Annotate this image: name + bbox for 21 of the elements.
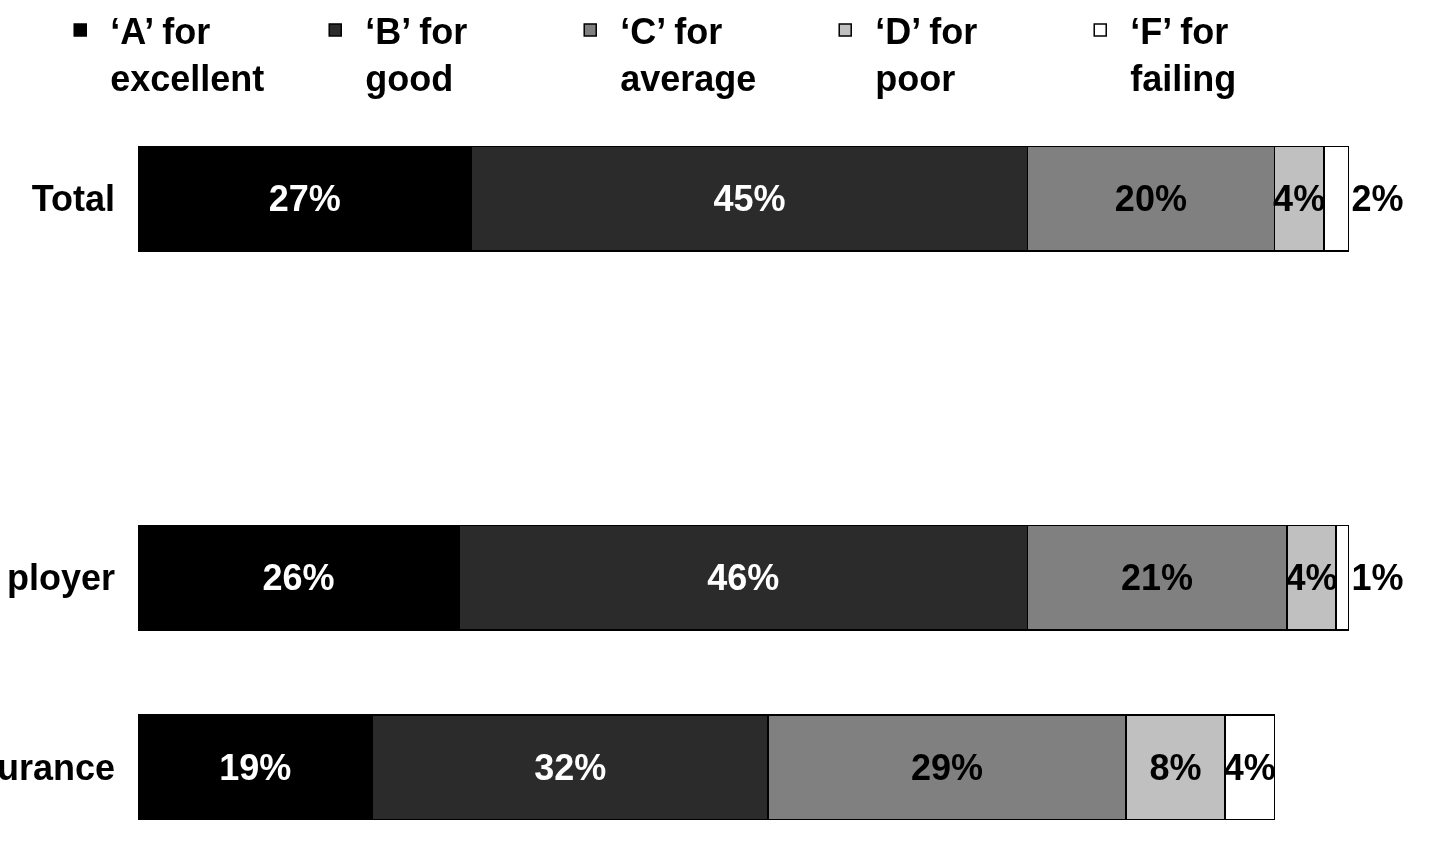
- legend-label: ‘B’ for good: [365, 10, 468, 99]
- data-label: 21%: [1121, 557, 1194, 599]
- data-label: 32%: [534, 746, 607, 788]
- legend-label: ‘A’ for excellent: [110, 10, 265, 99]
- y-tick-label: Total: [31, 178, 115, 220]
- data-label: 27%: [268, 178, 341, 220]
- data-label: 20%: [1114, 178, 1187, 220]
- data-label: 45%: [713, 178, 786, 220]
- data-label: 4%: [1285, 557, 1338, 599]
- data-label: 2%: [1351, 178, 1404, 220]
- data-label: 1%: [1351, 557, 1404, 599]
- data-label: 4%: [1223, 746, 1276, 788]
- y-tick-label: ployer: [6, 557, 115, 599]
- legend-label: ‘F’ for failing: [1130, 10, 1237, 99]
- data-label: 46%: [707, 557, 780, 599]
- legend-label: ‘C’ for average: [620, 10, 757, 99]
- data-label: 19%: [219, 746, 292, 788]
- data-label: 26%: [262, 557, 335, 599]
- legend-label: ‘D’ for poor: [875, 10, 978, 99]
- data-label: 29%: [911, 746, 984, 788]
- data-label: 8%: [1149, 746, 1202, 788]
